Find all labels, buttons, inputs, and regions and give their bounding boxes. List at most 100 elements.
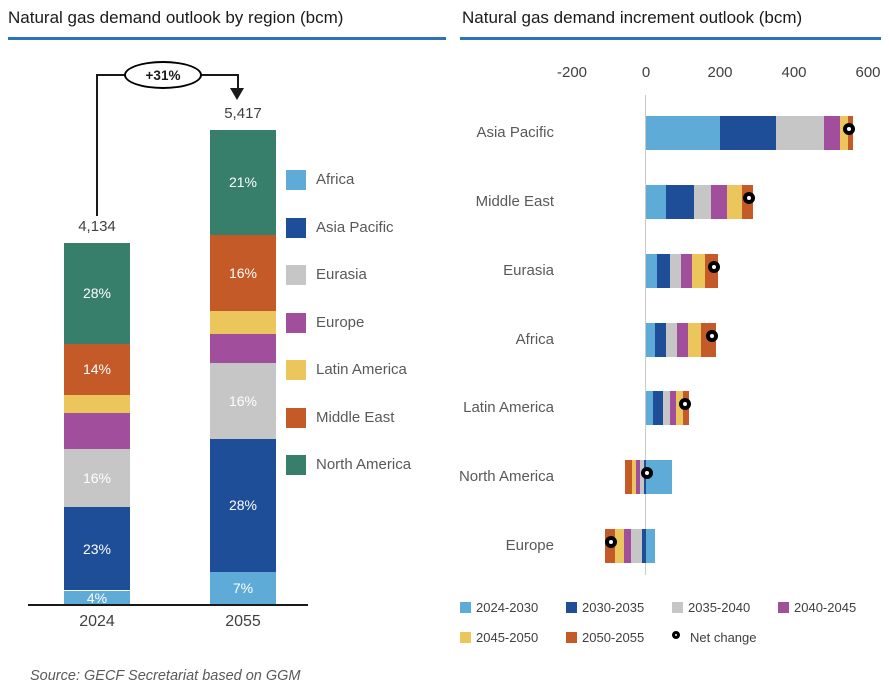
legend-label-2045-2050: 2045-2050 [476, 630, 539, 645]
left-title-underline [8, 37, 446, 40]
legend-label-latin-america: Latin America [316, 361, 407, 378]
bar-segment-middle-east: 14% [64, 344, 130, 395]
increment-segment-2030-2035 [642, 529, 646, 563]
bar-segment-asia-pacific: 23% [64, 507, 130, 591]
legend-swatch-middle-east [286, 407, 306, 428]
bar-segment-africa: 7% [210, 571, 276, 605]
increment-segment-2050-2055 [624, 460, 633, 494]
axis-tick-label: 600 [855, 64, 881, 81]
bar-segment-latin-america [64, 394, 130, 413]
legend-label-net-change: Net change [690, 630, 757, 645]
x-axis-category-label: 2055 [225, 613, 261, 630]
growth-arrowhead [230, 88, 244, 100]
bar-segment-middle-east: 16% [210, 234, 276, 311]
increment-segment-2045-2050 [687, 323, 701, 357]
legend-swatch-europe [286, 312, 306, 333]
bar-segment-africa: 4% [64, 590, 130, 605]
source-note: Source: GECF Secretariat based on GGM [30, 668, 301, 684]
legend-swatch-2045-2050 [460, 632, 471, 643]
right-chart-title: Natural gas demand increment outlook (bc… [462, 8, 803, 27]
bar-total-label: 5,417 [224, 105, 262, 122]
increment-segment-2045-2050 [614, 529, 624, 563]
legend-swatch-2050-2055 [566, 632, 577, 643]
growth-annotation-badge: +31% [124, 61, 202, 89]
axis-tick-label: 0 [641, 64, 651, 81]
zero-gridline [645, 95, 646, 575]
net-change-marker [678, 398, 691, 410]
legend-label-middle-east: Middle East [316, 408, 395, 426]
legend-label-2024-2030: 2024-2030 [476, 600, 539, 615]
bar-segment-latin-america [210, 310, 276, 335]
legend-swatch-africa [286, 170, 306, 190]
row-label-eurasia: Eurasia [503, 262, 554, 279]
increment-segment-2040-2045 [623, 529, 632, 563]
bar-segment-europe [64, 412, 130, 450]
axis-tick-label: 400 [781, 64, 807, 81]
increment-segment-2030-2035 [655, 323, 667, 357]
legend-label-2040-2045: 2040-2045 [794, 600, 857, 615]
net-change-marker [743, 192, 756, 204]
increment-segment-2024-2030 [646, 254, 658, 288]
row-label-middle-east: Middle East [475, 193, 554, 210]
bar-total-label: 4,134 [78, 218, 116, 235]
net-change-marker [843, 123, 856, 135]
increment-segment-2035-2040 [670, 254, 682, 288]
increment-segment-2045-2050 [675, 391, 683, 425]
increment-segment-2045-2050 [692, 254, 706, 288]
increment-segment-2024-2030 [646, 323, 656, 357]
growth-arrow-line [237, 74, 239, 90]
legend-label-north-america: North America [316, 456, 412, 473]
left-chart-title: Natural gas demand outlook by region (bc… [8, 8, 344, 27]
net-change-marker [706, 330, 719, 342]
net-change-marker [640, 467, 653, 479]
increment-segment-2024-2030 [646, 391, 654, 425]
legend-swatch-2024-2030 [460, 602, 471, 613]
increment-segment-2035-2040 [662, 391, 671, 425]
legend-label-africa: Africa [316, 171, 355, 188]
legend-label-eurasia: Eurasia [316, 266, 367, 283]
row-label-latin-america: Latin America [463, 399, 554, 416]
bar-segment-europe [210, 334, 276, 363]
bar-segment-asia-pacific: 28% [210, 438, 276, 572]
legend-swatch-latin-america [286, 360, 306, 380]
row-label-north-america: North America [458, 468, 554, 485]
axis-tick-label: 200 [707, 64, 733, 81]
legend-label-asia-pacific: Asia Pacific [316, 218, 394, 236]
legend-label-2050-2055: 2050-2055 [582, 630, 645, 645]
legend-swatch-asia-pacific [286, 217, 306, 238]
row-label-europe: Europe [505, 537, 554, 554]
bar-segment-eurasia: 16% [210, 362, 276, 439]
legend-swatch-2035-2040 [672, 602, 683, 613]
increment-segment-2035-2040 [666, 323, 677, 357]
legend-swatch-north-america [286, 455, 306, 475]
increment-segment-2040-2045 [670, 391, 676, 425]
growth-annotation-text: +31% [145, 67, 181, 83]
increment-segment-2040-2045 [710, 185, 728, 219]
increment-segment-2040-2045 [676, 323, 688, 357]
axis-tick-label: -200 [556, 64, 588, 81]
increment-segment-2030-2035 [720, 116, 776, 150]
increment-segment-2030-2035 [653, 391, 663, 425]
increment-segment-2045-2050 [727, 185, 743, 219]
increment-segment-2040-2045 [636, 460, 641, 494]
legend-label-2030-2035: 2030-2035 [582, 600, 645, 615]
legend-label-europe: Europe [316, 313, 365, 331]
net-change-marker [604, 536, 617, 548]
increment-segment-2024-2030 [646, 185, 667, 219]
right-title-underline [460, 37, 881, 40]
row-label-africa: Africa [515, 331, 554, 348]
increment-segment-2024-2030 [646, 529, 656, 563]
increment-segment-2030-2035 [657, 254, 671, 288]
left-x-axis-line [28, 604, 308, 606]
increment-segment-2035-2040 [775, 116, 824, 150]
increment-segment-2024-2030 [646, 116, 720, 150]
legend-swatch-2040-2045 [778, 602, 789, 613]
increment-segment-2040-2045 [681, 254, 693, 288]
legend-net-change-marker-icon [672, 631, 680, 639]
x-axis-category-label: 2024 [79, 613, 115, 630]
bar-segment-north-america: 21% [210, 130, 276, 235]
bar-segment-north-america: 28% [64, 242, 130, 344]
